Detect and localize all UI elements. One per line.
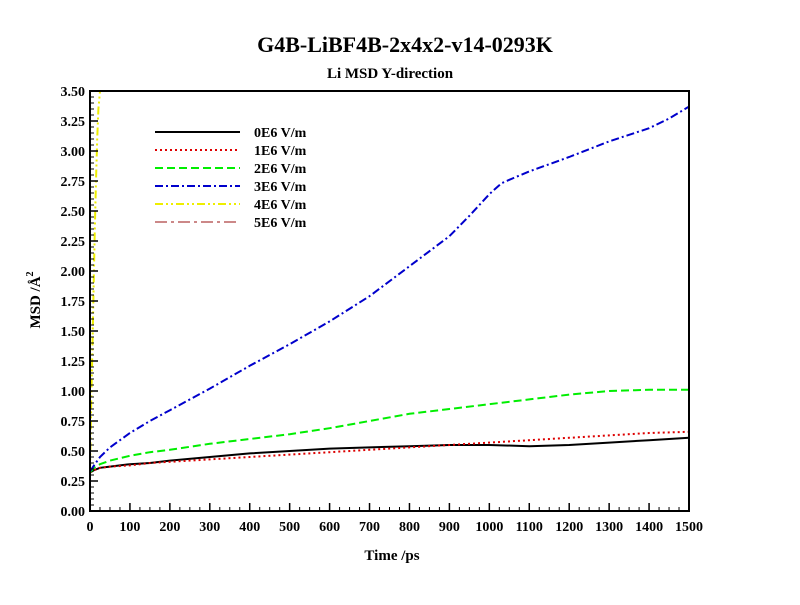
legend-label-1: 1E6 V/m: [254, 144, 307, 159]
series-line-4: [90, 91, 101, 472]
y-tick-label: 0.00: [61, 505, 86, 520]
legend-label-5: 5E6 V/m: [254, 216, 307, 231]
x-tick-label: 700: [359, 520, 380, 535]
chart-subtitle: Li MSD Y-direction: [327, 66, 454, 82]
x-tick-label: 1100: [516, 520, 543, 535]
series-line-0: [90, 436, 689, 474]
series-line-1: [90, 430, 689, 474]
x-tick-label: 600: [319, 520, 340, 535]
y-axis-label-main: MSD /Å: [28, 276, 44, 328]
y-tick-label: 0.50: [61, 445, 86, 460]
y-axis: 0.00 0.25 0.50 0.75 1.00 1.25 1.50 1.75 2.00 2.25…: [61, 85, 98, 520]
y-tick-label: 2.00: [61, 265, 86, 280]
x-axis-label: Time /ps: [364, 548, 419, 564]
y-tick-label: 1.00: [61, 385, 86, 400]
x-axis: 0 100 200 300 400 500 600 700 800 900 1000 1100 1200…: [87, 503, 703, 535]
y-tick-label: 1.75: [61, 295, 86, 310]
y-tick-label: 3.50: [61, 85, 86, 100]
x-tick-label: 1500: [675, 520, 703, 535]
legend-label-4: 4E6 V/m: [254, 198, 307, 213]
y-axis-label: MSD /Å2: [25, 271, 44, 328]
x-tick-label: 900: [439, 520, 460, 535]
legend-label-2: 2E6 V/m: [254, 162, 307, 177]
x-tick-label: 1300: [595, 520, 623, 535]
x-tick-label: 1200: [555, 520, 583, 535]
y-tick-label: 2.50: [61, 205, 86, 220]
legend: 0E6 V/m 1E6 V/m 2E6 V/m 3E6 V/m 4E6 V/m 5E6 V…: [155, 126, 307, 231]
x-tick-label: 1400: [635, 520, 663, 535]
x-tick-label: 0: [87, 520, 94, 535]
x-tick-label: 100: [119, 520, 140, 535]
y-tick-label: 1.25: [61, 355, 86, 370]
y-tick-label: 0.25: [61, 475, 86, 490]
x-tick-label: 300: [199, 520, 220, 535]
y-tick-label: 3.25: [61, 115, 86, 130]
x-tick-label: 400: [239, 520, 260, 535]
x-tick-label: 500: [279, 520, 300, 535]
y-tick-label: 1.50: [61, 325, 86, 340]
series-line-2: [90, 388, 689, 474]
y-tick-label: 2.25: [61, 235, 86, 250]
legend-label-0: 0E6 V/m: [254, 126, 307, 141]
y-tick-label: 2.75: [61, 175, 86, 190]
y-axis-label-sup: 2: [25, 271, 36, 276]
legend-label-3: 3E6 V/m: [254, 180, 307, 195]
x-tick-label: 200: [159, 520, 180, 535]
x-tick-label: 1000: [475, 520, 503, 535]
x-tick-label: 800: [399, 520, 420, 535]
chart-title: G4B-LiBF4B-2x4x2-v14-0293K: [257, 32, 553, 57]
series-line-3: [90, 105, 689, 472]
y-tick-label: 0.75: [61, 415, 86, 430]
y-tick-label: 3.00: [61, 145, 86, 160]
